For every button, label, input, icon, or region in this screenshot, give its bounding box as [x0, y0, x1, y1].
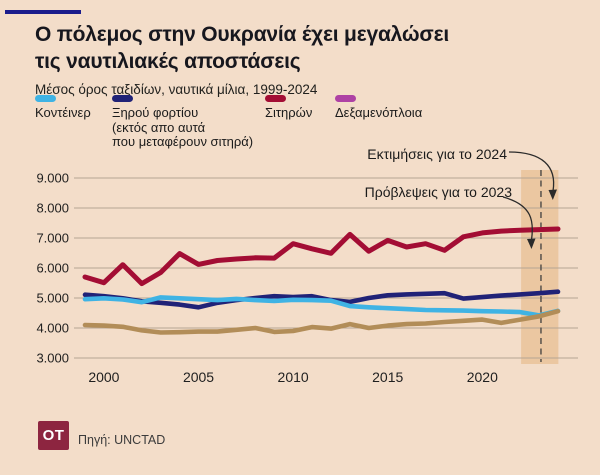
arrowhead-forecast-2023: [527, 238, 536, 249]
legend-item-tankers: Δεξαμενόπλοια: [335, 95, 422, 121]
container-swatch: [35, 95, 56, 102]
x-tick-label: 2010: [278, 369, 309, 385]
series-line-container: [82, 295, 561, 318]
series-line-tankers: [82, 308, 561, 335]
x-tick-label: 2005: [183, 369, 214, 385]
y-tick-label: 5.000: [36, 291, 69, 306]
chart-subtitle: Μέσος όρος ταξιδίων, ναυτικά μίλια, 1999…: [35, 82, 318, 97]
x-tick-label: 2015: [372, 369, 403, 385]
tankers-swatch: [335, 95, 356, 102]
y-tick-label: 8.000: [36, 201, 69, 216]
x-tick-label: 2000: [88, 369, 119, 385]
source-text: Πηγή: UNCTAD: [78, 433, 166, 447]
arrow-forecast-2023: [502, 196, 534, 241]
y-tick-label: 6.000: [36, 261, 69, 276]
series-line-grain: [82, 226, 561, 287]
ot-logo: OT: [38, 421, 69, 450]
legend-item-container: Κοντέινερ: [35, 95, 91, 121]
dry-cargo-swatch: [112, 95, 133, 102]
legend-item-grain: Σιτηρών: [265, 95, 312, 121]
y-tick-label: 7.000: [36, 231, 69, 246]
annotation-estimate-2024: Εκτιμήσεις για το 2024: [367, 146, 507, 162]
grain-swatch: [265, 95, 286, 102]
accent-bar: [5, 10, 81, 14]
legend-label: Ξηρού φορτίου (εκτός απο αυτά που μεταφέ…: [112, 105, 254, 149]
legend-label: Δεξαμενόπλοια: [335, 105, 423, 120]
y-tick-label: 4.000: [36, 321, 69, 336]
page-title: Ο πόλεμος στην Ουκρανία έχει μεγαλώσει τ…: [35, 21, 449, 75]
title-line-2: τις ναυτιλιακές αποστάσεις: [35, 50, 301, 73]
y-tick-label: 9.000: [36, 171, 69, 186]
legend-item-dry-cargo: Ξηρού φορτίου (εκτός απο αυτά που μεταφέ…: [112, 95, 253, 150]
estimate-band: [521, 170, 559, 364]
legend-label: Σιτηρών: [265, 105, 313, 120]
legend-label: Κοντέινερ: [35, 105, 91, 120]
annotation-forecast-2023: Πρόβλεψεις για το 2023: [364, 184, 512, 200]
arrowhead-estimate-2024: [548, 189, 557, 200]
arrow-estimate-2024: [508, 151, 555, 192]
y-tick-label: 3.000: [36, 351, 69, 366]
x-tick-label: 2020: [467, 369, 498, 385]
title-line-1: Ο πόλεμος στην Ουκρανία έχει μεγαλώσει: [35, 23, 449, 46]
